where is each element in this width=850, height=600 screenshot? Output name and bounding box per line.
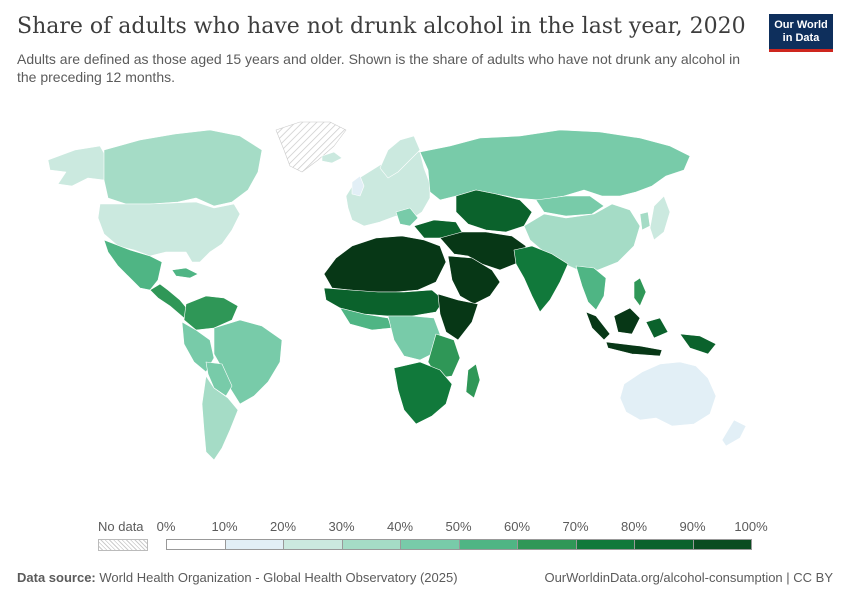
- no-data-swatch: [98, 539, 148, 551]
- region-northern-south-america[interactable]: [183, 295, 239, 331]
- region-scandinavia[interactable]: [379, 135, 421, 179]
- region-caribbean[interactable]: [171, 267, 199, 279]
- owid-logo[interactable]: Our World in Data: [769, 14, 833, 52]
- region-central-america[interactable]: [149, 283, 191, 319]
- chart-subtitle: Adults are defined as those aged 15 year…: [17, 51, 741, 85]
- region-north-africa[interactable]: [323, 235, 447, 293]
- legend-bin[interactable]: [517, 539, 577, 550]
- logo-line-2: in Data: [782, 32, 820, 44]
- region-indonesia-sumatra[interactable]: [585, 311, 611, 341]
- legend-tick-label: 0%: [156, 519, 176, 534]
- legend-bin[interactable]: [400, 539, 460, 550]
- region-horn-of-africa[interactable]: [437, 293, 479, 341]
- region-southern-africa[interactable]: [393, 361, 453, 425]
- region-arabian-peninsula[interactable]: [447, 255, 501, 305]
- region-east-africa[interactable]: [427, 333, 461, 379]
- region-australia[interactable]: [619, 361, 717, 427]
- region-korea[interactable]: [639, 211, 651, 231]
- legend-tick-label: 80%: [620, 519, 648, 534]
- no-data-label: No data: [98, 519, 144, 534]
- region-bolivia-paraguay[interactable]: [205, 361, 233, 397]
- region-mongolia[interactable]: [535, 195, 605, 217]
- legend-bin[interactable]: [166, 539, 226, 550]
- region-russia[interactable]: [419, 129, 691, 201]
- region-canada[interactable]: [103, 129, 263, 207]
- data-source-label: Data source:: [17, 570, 96, 585]
- region-greenland[interactable]: [275, 121, 347, 173]
- region-sahel[interactable]: [323, 287, 445, 317]
- region-southern-cone[interactable]: [201, 375, 239, 461]
- legend-bin[interactable]: [692, 539, 752, 550]
- region-indonesia-java[interactable]: [605, 341, 663, 357]
- legend-tick-label: 50%: [445, 519, 472, 534]
- map-legend: No data 0% 10% 20% 30% 40% 50% 60% 70% 80% 90% 100…: [0, 515, 850, 555]
- region-indonesia-east[interactable]: [645, 317, 717, 355]
- logo-line-1: Our World: [774, 19, 828, 31]
- data-source: Data source: World Health Organization -…: [17, 570, 458, 585]
- legend-tick-label: 10%: [211, 519, 238, 534]
- chart-title: Share of adults who have not drunk alcoh…: [17, 14, 746, 39]
- region-madagascar[interactable]: [465, 363, 481, 399]
- footer-link[interactable]: OurWorldinData.org/alcohol-consumption |…: [544, 570, 833, 585]
- region-new-zealand[interactable]: [721, 419, 747, 447]
- legend-tick-label: 90%: [679, 519, 706, 534]
- world-map[interactable]: [0, 110, 850, 510]
- legend-bin[interactable]: [283, 539, 343, 550]
- legend-bin[interactable]: [458, 539, 518, 550]
- legend-bin[interactable]: [341, 539, 401, 550]
- legend-bin[interactable]: [224, 539, 284, 550]
- legend-bin[interactable]: [634, 539, 694, 550]
- legend-tick-label: 30%: [328, 519, 355, 534]
- region-alaska[interactable]: [47, 145, 109, 187]
- region-south-asia[interactable]: [513, 245, 569, 313]
- region-japan[interactable]: [649, 195, 671, 241]
- legend-bin[interactable]: [575, 539, 635, 550]
- legend-tick-label: 60%: [503, 519, 531, 534]
- legend-tick-label: 100%: [734, 519, 768, 534]
- region-philippines[interactable]: [633, 277, 647, 307]
- legend-tick-label: 70%: [562, 519, 589, 534]
- data-source-link[interactable]: World Health Organization - Global Healt…: [99, 570, 458, 585]
- legend-tick-label: 40%: [386, 519, 414, 534]
- region-indonesia-borneo[interactable]: [613, 307, 641, 335]
- region-iceland[interactable]: [321, 151, 343, 164]
- legend-tick-label: 20%: [269, 519, 297, 534]
- region-balkans[interactable]: [395, 207, 419, 227]
- color-scale: [166, 539, 752, 550]
- region-southeast-asia[interactable]: [575, 265, 607, 311]
- region-uk[interactable]: [351, 175, 365, 197]
